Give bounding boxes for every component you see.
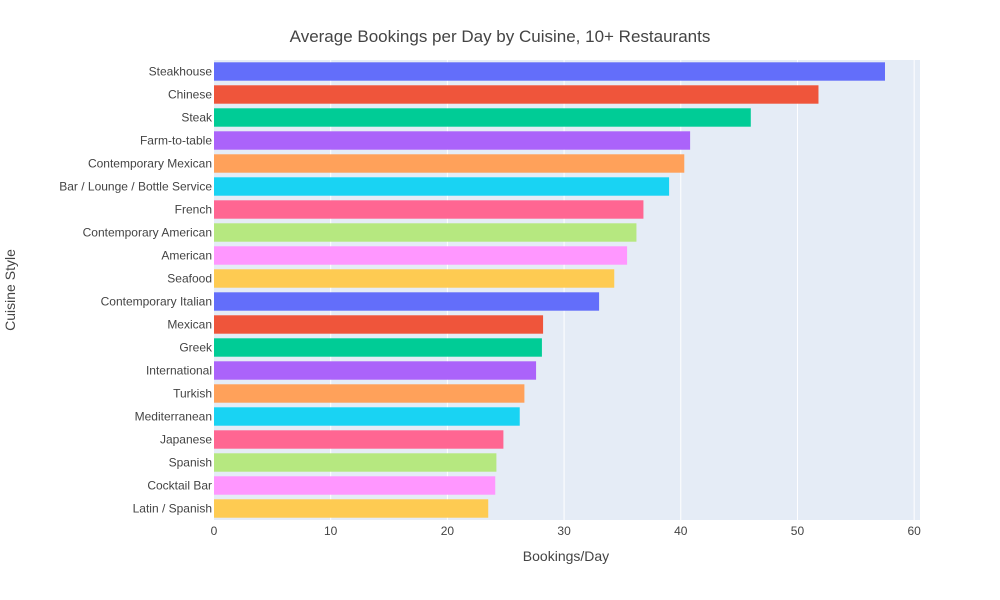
bar[interactable] — [214, 154, 685, 173]
bar[interactable] — [214, 338, 542, 357]
bar[interactable] — [214, 269, 615, 288]
y-tick-label: French — [175, 203, 212, 217]
x-tick-labels: 0 10 20 30 40 50 60 — [211, 524, 922, 538]
y-tick-label: Farm-to-table — [140, 134, 212, 148]
bar[interactable] — [214, 453, 497, 472]
bar[interactable] — [214, 200, 644, 219]
bar[interactable] — [214, 361, 537, 380]
bar[interactable] — [214, 384, 525, 403]
y-tick-label: Seafood — [167, 272, 212, 286]
x-tick-label: 20 — [441, 524, 455, 538]
y-axis-title: Cuisine Style — [2, 249, 18, 331]
x-tick-label: 0 — [211, 524, 218, 538]
y-tick-label: American — [161, 249, 212, 263]
y-tick-label: Steak — [181, 111, 213, 125]
y-tick-label: Contemporary American — [83, 226, 212, 240]
x-tick-label: 50 — [791, 524, 805, 538]
y-tick-label: Japanese — [160, 433, 212, 447]
x-tick-label: 60 — [907, 524, 921, 538]
y-tick-labels: Steakhouse Chinese Steak Farm-to-table Conte… — [59, 65, 213, 516]
y-tick-label: Greek — [179, 341, 213, 355]
bar[interactable] — [214, 499, 489, 518]
y-tick-label: Chinese — [168, 88, 212, 102]
bar[interactable] — [214, 476, 496, 495]
y-tick-label: Mediterranean — [135, 410, 212, 424]
y-tick-label: Contemporary Italian — [101, 295, 212, 309]
y-tick-label: Turkish — [173, 387, 212, 401]
plot-area — [214, 60, 920, 520]
y-tick-label: Bar / Lounge / Bottle Service — [59, 180, 212, 194]
bar[interactable] — [214, 430, 504, 449]
bar[interactable] — [214, 246, 628, 265]
bar[interactable] — [214, 108, 751, 127]
x-tick-label: 30 — [557, 524, 571, 538]
y-tick-label: Steakhouse — [149, 65, 213, 79]
x-tick-label: 40 — [674, 524, 688, 538]
bar[interactable] — [214, 292, 600, 311]
chart-title: Average Bookings per Day by Cuisine, 10+… — [290, 27, 711, 46]
y-tick-label: Cocktail Bar — [147, 479, 212, 493]
y-tick-label: International — [146, 364, 212, 378]
y-tick-label: Latin / Spanish — [133, 502, 212, 516]
bars — [214, 62, 885, 518]
y-tick-label: Spanish — [169, 456, 212, 470]
x-tick-label: 10 — [324, 524, 338, 538]
bar[interactable] — [214, 131, 691, 150]
x-axis-title: Bookings/Day — [523, 548, 609, 564]
bar[interactable] — [214, 85, 819, 104]
bar[interactable] — [214, 223, 637, 242]
bar[interactable] — [214, 407, 520, 426]
y-tick-label: Mexican — [167, 318, 212, 332]
bar[interactable] — [214, 177, 670, 196]
bar[interactable] — [214, 62, 885, 81]
y-tick-label: Contemporary Mexican — [88, 157, 212, 171]
bar[interactable] — [214, 315, 544, 334]
